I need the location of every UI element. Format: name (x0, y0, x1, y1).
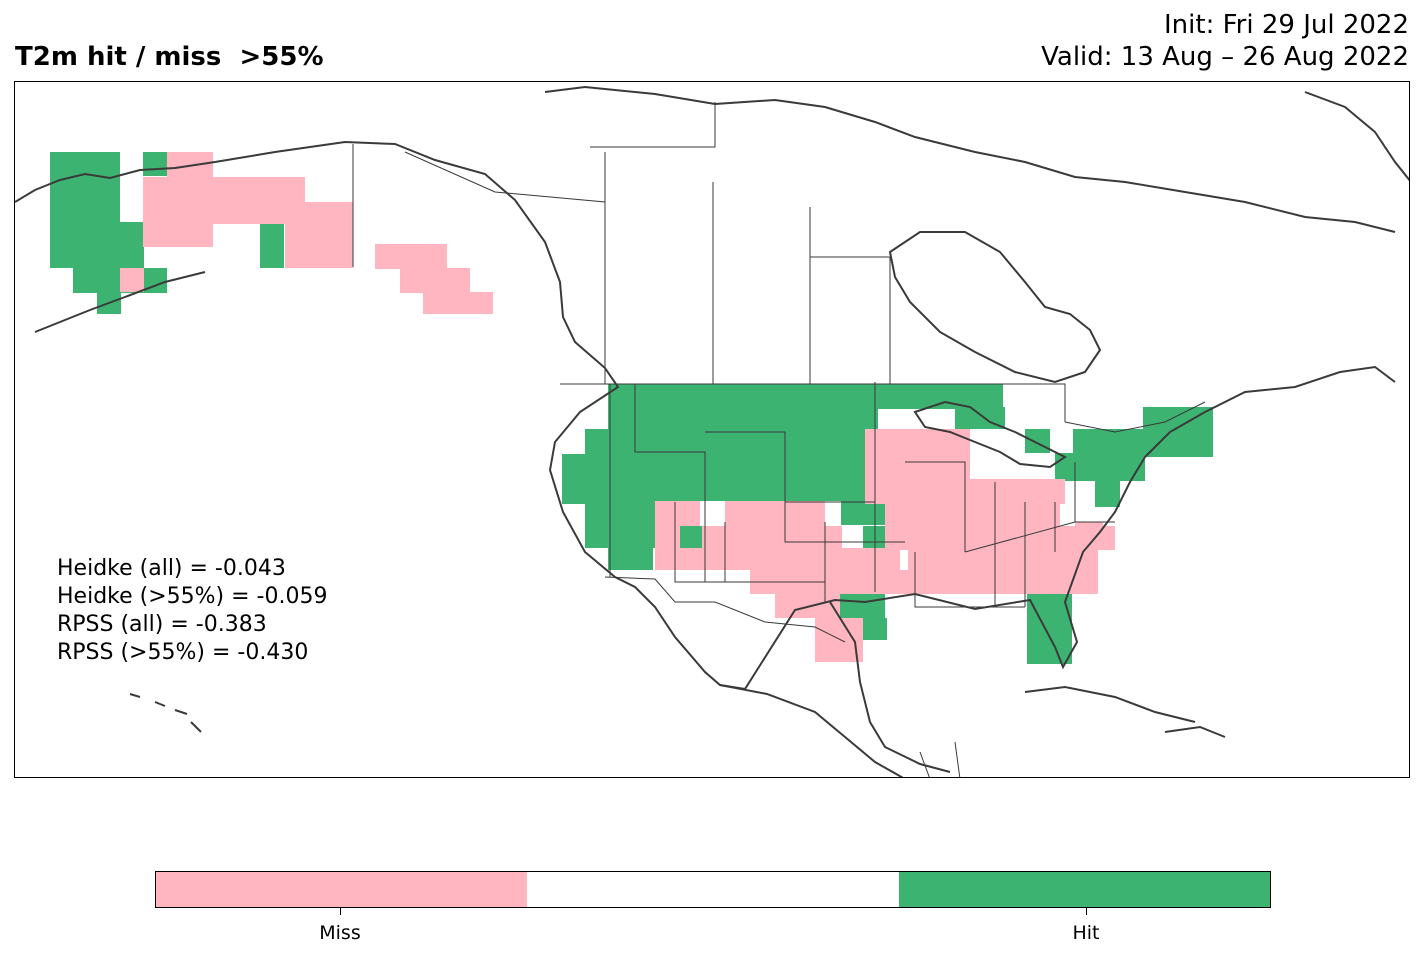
chart-title: T2m hit / miss >55% (15, 42, 324, 72)
hit-cell (1073, 429, 1143, 455)
map-canvas (15, 85, 1409, 777)
miss-cell (725, 501, 825, 526)
miss-cell (213, 202, 353, 224)
border-provinces (404, 102, 891, 384)
coastline-north-america (15, 140, 1396, 691)
colorbar-miss-segment (156, 872, 528, 907)
hit-cell (863, 618, 887, 640)
miss-cell (167, 152, 213, 177)
miss-cell (655, 501, 700, 526)
forecast-map (14, 81, 1410, 778)
hit-cell (1025, 429, 1050, 453)
colorbar-label-hit: Hit (1072, 922, 1100, 944)
hit-cell (50, 222, 144, 268)
border-us-canada (560, 383, 1206, 433)
hit-cell (608, 384, 878, 429)
miss-cell (120, 268, 144, 292)
colorbar-hit-segment (898, 872, 1270, 907)
hit-cell (143, 152, 167, 176)
miss-cell (815, 618, 863, 662)
valid-period: Valid: 13 Aug – 26 Aug 2022 (1041, 42, 1409, 72)
miss-cell (375, 244, 447, 269)
coastline-hudson-bay (888, 231, 1102, 384)
border-us-mexico (604, 576, 846, 643)
hit-cell (1027, 594, 1072, 664)
hit-cell (1095, 481, 1120, 507)
miss-cell (423, 292, 493, 314)
coastline-hawaii (129, 693, 202, 733)
colorbar-label-miss: Miss (319, 922, 361, 944)
rpss-55: RPSS (>55%) = -0.430 (57, 640, 309, 665)
coastline-aleutians (34, 271, 206, 333)
coastline-mexico-central-america (719, 684, 904, 777)
colorbar-neutral-segment (527, 872, 899, 907)
border-mexico-central (919, 741, 961, 777)
miss-cell (285, 222, 353, 268)
miss-cell (865, 429, 970, 479)
coastline-gulf-coast (829, 601, 951, 773)
miss-cell (143, 202, 213, 247)
heidke-55: Heidke (>55%) = -0.059 (57, 584, 328, 609)
init-date: Init: Fri 29 Jul 2022 (1164, 10, 1409, 40)
hit-cell (700, 479, 900, 501)
miss-cell (702, 526, 842, 548)
hit-cell (878, 384, 1003, 409)
colorbar (155, 871, 1271, 908)
hit-cell (260, 222, 284, 268)
hit-cell (678, 526, 702, 548)
hit-cell (585, 429, 875, 479)
miss-cell (400, 268, 470, 293)
hit-cell (562, 479, 702, 501)
miss-cell (655, 548, 900, 570)
colorbar-tick-hit (1086, 908, 1087, 915)
hit-cell (1055, 453, 1145, 481)
miss-cell (908, 548, 1098, 594)
rpss-all: RPSS (all) = -0.383 (57, 612, 267, 637)
miss-cell (655, 526, 680, 548)
skill-scores: Heidke (all) = -0.043 Heidke (>55%) = -0… (57, 555, 327, 667)
coastline-greenland (1304, 91, 1409, 182)
border-us-states (609, 382, 1115, 608)
coastlines-and-borders (15, 85, 1409, 777)
hit-cell (840, 594, 885, 618)
heidke-all: Heidke (all) = -0.043 (57, 556, 286, 581)
hit-cell (50, 197, 120, 222)
coastline-great-lakes (913, 400, 1067, 469)
coastline-hispaniola (1164, 725, 1226, 738)
coastline-arctic-islands (544, 85, 1396, 233)
coastline-cuba (1024, 685, 1196, 723)
miss-cell (143, 177, 305, 202)
colorbar-tick-miss (340, 908, 341, 915)
hit-cell (608, 548, 653, 570)
hit-miss-grid (50, 152, 1213, 664)
